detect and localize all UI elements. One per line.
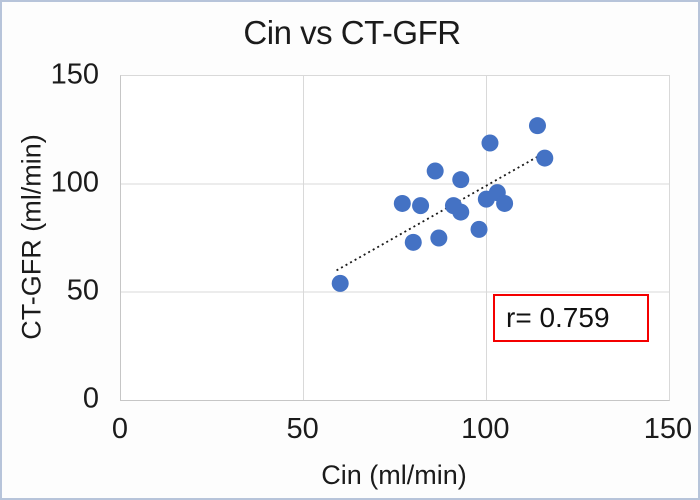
data-point[interactable] <box>470 220 488 238</box>
data-point[interactable] <box>426 162 444 180</box>
y-axis-title[interactable]: CT-GFR (ml/min) <box>16 134 47 340</box>
data-point[interactable] <box>331 274 349 292</box>
y-tick-label: 0 <box>82 382 99 415</box>
chart-title[interactable]: Cin vs CT-GFR <box>243 14 461 51</box>
correlation-annotation-text: r= 0.759 <box>506 302 610 333</box>
data-point[interactable] <box>481 134 499 152</box>
trendline[interactable] <box>336 150 548 272</box>
correlation-annotation-box[interactable]: r= 0.759 <box>493 294 649 342</box>
y-tick-label: 150 <box>50 58 99 91</box>
plot-canvas <box>121 76 669 400</box>
data-point[interactable] <box>496 194 514 212</box>
x-tick-label: 50 <box>286 413 319 445</box>
data-point[interactable] <box>404 233 422 251</box>
x-tick-label: 100 <box>461 413 510 445</box>
y-tick-label: 100 <box>50 166 99 199</box>
y-tick-label: 50 <box>66 274 99 307</box>
data-point[interactable] <box>412 197 430 215</box>
data-point[interactable] <box>452 171 470 189</box>
x-tick-label: 0 <box>111 413 129 445</box>
data-point[interactable] <box>430 229 448 247</box>
plot-area <box>120 75 670 401</box>
data-point[interactable] <box>528 117 546 135</box>
x-axis-title[interactable]: Cin (ml/min) <box>321 460 467 490</box>
data-point[interactable] <box>393 194 411 212</box>
data-point[interactable] <box>536 149 554 167</box>
x-tick-label: 150 <box>643 413 693 445</box>
data-point[interactable] <box>452 203 470 221</box>
